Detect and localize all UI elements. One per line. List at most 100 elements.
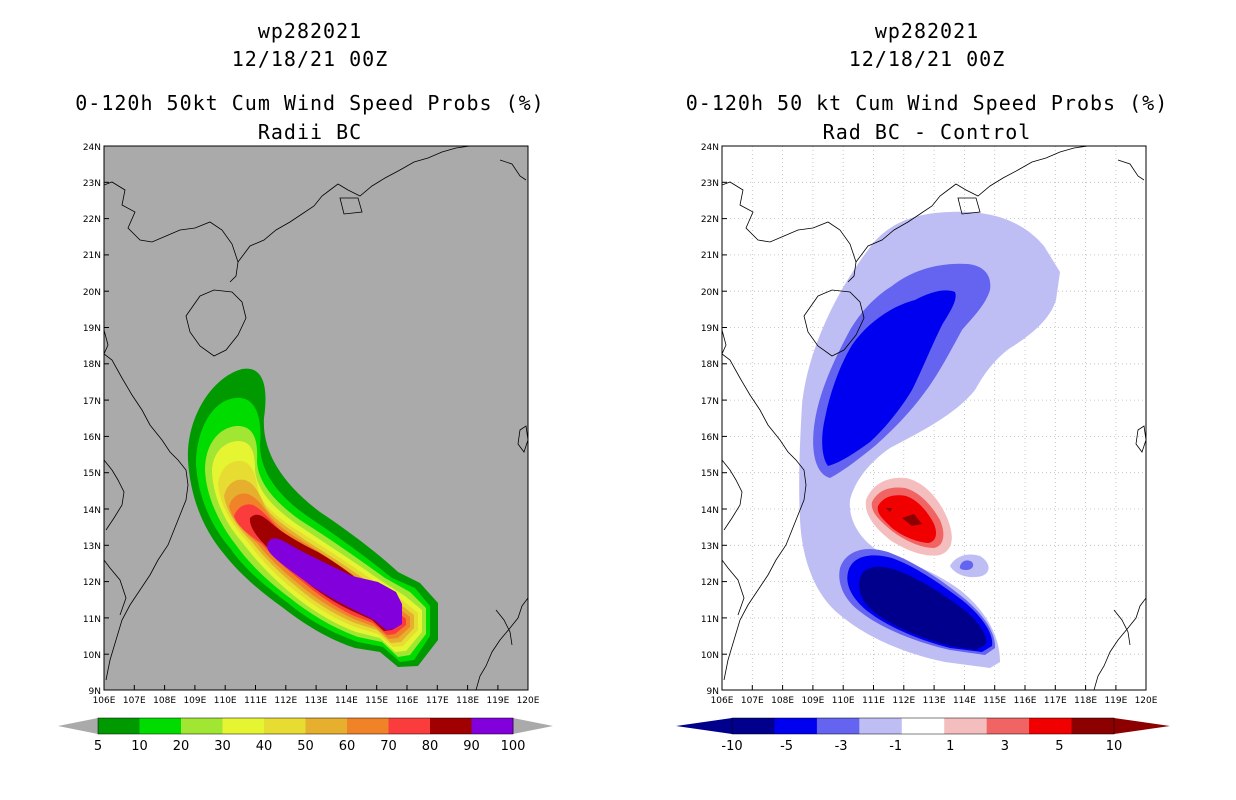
left-lon-labels: 106E 107E 108E 109E 110E 111E 112E 113E … bbox=[93, 696, 540, 706]
svg-text:115E: 115E bbox=[365, 696, 388, 706]
left-datetime: 12/18/21 00Z bbox=[231, 47, 389, 71]
svg-text:106E: 106E bbox=[93, 696, 116, 706]
svg-text:14N: 14N bbox=[83, 506, 101, 516]
svg-text:113E: 113E bbox=[305, 696, 328, 706]
right-colorbar-swatch-6 bbox=[986, 718, 1030, 734]
svg-text:110E: 110E bbox=[832, 696, 855, 706]
svg-text:23N: 23N bbox=[83, 179, 101, 189]
contour-neg5 bbox=[822, 290, 956, 466]
left-map: 24N 23N 22N 21N 20N 19N 18N 17N 16N 15N … bbox=[58, 143, 553, 754]
left-colorbar-arrow-low bbox=[58, 718, 98, 734]
contour-neg-small-inner bbox=[959, 560, 974, 570]
svg-text:15N: 15N bbox=[83, 469, 101, 479]
svg-text:50: 50 bbox=[297, 739, 314, 754]
svg-text:10N: 10N bbox=[701, 651, 719, 661]
left-colorbar-swatch-3 bbox=[222, 718, 265, 734]
right-colorbar-swatch-3 bbox=[859, 718, 903, 734]
right-colorbar-swatch-4 bbox=[901, 718, 945, 734]
svg-text:24N: 24N bbox=[83, 143, 101, 153]
svg-text:118E: 118E bbox=[456, 696, 479, 706]
svg-text:1: 1 bbox=[946, 739, 954, 754]
right-axis-ticks bbox=[722, 145, 1117, 690]
svg-text:119E: 119E bbox=[486, 696, 509, 706]
right-difference-contours bbox=[799, 211, 1060, 669]
svg-text:110E: 110E bbox=[214, 696, 237, 706]
left-subtitle: Radii BC bbox=[257, 120, 363, 144]
svg-text:109E: 109E bbox=[183, 696, 206, 706]
left-colorbar-swatch-7 bbox=[388, 718, 431, 734]
svg-text:120E: 120E bbox=[1135, 696, 1158, 706]
right-colorbar-swatch-2 bbox=[816, 718, 860, 734]
svg-text:10: 10 bbox=[1106, 739, 1123, 754]
svg-text:18N: 18N bbox=[701, 360, 719, 370]
right-colorbar-labels: -10 -5 -3 -1 1 3 5 10 bbox=[721, 739, 1122, 754]
svg-text:117E: 117E bbox=[426, 696, 449, 706]
svg-text:116E: 116E bbox=[396, 696, 419, 706]
svg-text:-3: -3 bbox=[835, 739, 848, 754]
svg-text:111E: 111E bbox=[862, 696, 885, 706]
left-lat-labels: 24N 23N 22N 21N 20N 19N 18N 17N 16N 15N … bbox=[83, 143, 101, 697]
svg-text:113E: 113E bbox=[923, 696, 946, 706]
svg-text:109E: 109E bbox=[801, 696, 824, 706]
contour-neg10 bbox=[859, 566, 987, 650]
svg-text:114E: 114E bbox=[335, 696, 358, 706]
svg-text:70: 70 bbox=[380, 739, 397, 754]
svg-text:9N: 9N bbox=[89, 687, 101, 697]
svg-text:5: 5 bbox=[94, 739, 102, 754]
svg-text:90: 90 bbox=[463, 739, 480, 754]
left-colorbar-swatch-8 bbox=[430, 718, 472, 734]
svg-text:108E: 108E bbox=[771, 696, 794, 706]
svg-text:19N: 19N bbox=[83, 324, 101, 334]
svg-text:-1: -1 bbox=[889, 739, 902, 754]
svg-text:15N: 15N bbox=[701, 469, 719, 479]
left-colorbar-labels: 5 10 20 30 40 50 60 70 80 90 100 bbox=[94, 739, 526, 754]
svg-text:-10: -10 bbox=[721, 739, 742, 754]
svg-text:9N: 9N bbox=[707, 687, 719, 697]
left-coastlines bbox=[104, 146, 528, 690]
svg-text:107E: 107E bbox=[741, 696, 764, 706]
right-colorbar-arrow-high bbox=[1114, 718, 1170, 734]
right-coastlines bbox=[722, 146, 1146, 690]
left-storm-id: wp282021 bbox=[257, 19, 363, 43]
svg-text:30: 30 bbox=[214, 739, 231, 754]
svg-text:5: 5 bbox=[1055, 739, 1063, 754]
svg-text:80: 80 bbox=[422, 739, 439, 754]
svg-text:10: 10 bbox=[131, 739, 148, 754]
svg-text:11N: 11N bbox=[83, 615, 101, 625]
right-colorbar-arrow-low bbox=[676, 718, 732, 734]
svg-text:20N: 20N bbox=[83, 288, 101, 298]
right-map: 24N 23N 22N 21N 20N 19N 18N 17N 16N 15N … bbox=[676, 143, 1170, 754]
right-storm-id: wp282021 bbox=[874, 19, 980, 43]
svg-text:13N: 13N bbox=[83, 542, 101, 552]
svg-text:12N: 12N bbox=[701, 578, 719, 588]
svg-text:40: 40 bbox=[256, 739, 273, 754]
right-colorbar-swatch-1 bbox=[774, 718, 818, 734]
svg-text:111E: 111E bbox=[244, 696, 267, 706]
svg-text:21N: 21N bbox=[701, 251, 719, 261]
svg-text:22N: 22N bbox=[701, 215, 719, 225]
svg-text:16N: 16N bbox=[701, 433, 719, 443]
svg-text:16N: 16N bbox=[83, 433, 101, 443]
svg-text:10N: 10N bbox=[83, 651, 101, 661]
left-colorbar bbox=[58, 717, 553, 735]
right-datetime: 12/18/21 00Z bbox=[848, 47, 1006, 71]
svg-text:21N: 21N bbox=[83, 251, 101, 261]
left-colorbar-swatch-5 bbox=[305, 718, 348, 734]
svg-text:20N: 20N bbox=[701, 288, 719, 298]
svg-text:100: 100 bbox=[501, 739, 526, 754]
right-lon-labels: 106E 107E 108E 109E 110E 111E 112E 113E … bbox=[711, 696, 1158, 706]
svg-text:3: 3 bbox=[1001, 739, 1009, 754]
svg-text:117E: 117E bbox=[1044, 696, 1067, 706]
svg-text:14N: 14N bbox=[701, 506, 719, 516]
svg-text:-5: -5 bbox=[780, 739, 793, 754]
svg-text:107E: 107E bbox=[123, 696, 146, 706]
left-probability-contours bbox=[187, 368, 438, 667]
svg-text:108E: 108E bbox=[153, 696, 176, 706]
svg-text:22N: 22N bbox=[83, 215, 101, 225]
svg-text:116E: 116E bbox=[1014, 696, 1037, 706]
left-colorbar-swatch-6 bbox=[347, 718, 389, 734]
right-colorbar-swatch-8 bbox=[1071, 718, 1115, 734]
svg-text:24N: 24N bbox=[701, 143, 719, 153]
contour-pos10 bbox=[902, 514, 922, 526]
right-colorbar-swatch-0 bbox=[732, 718, 775, 734]
